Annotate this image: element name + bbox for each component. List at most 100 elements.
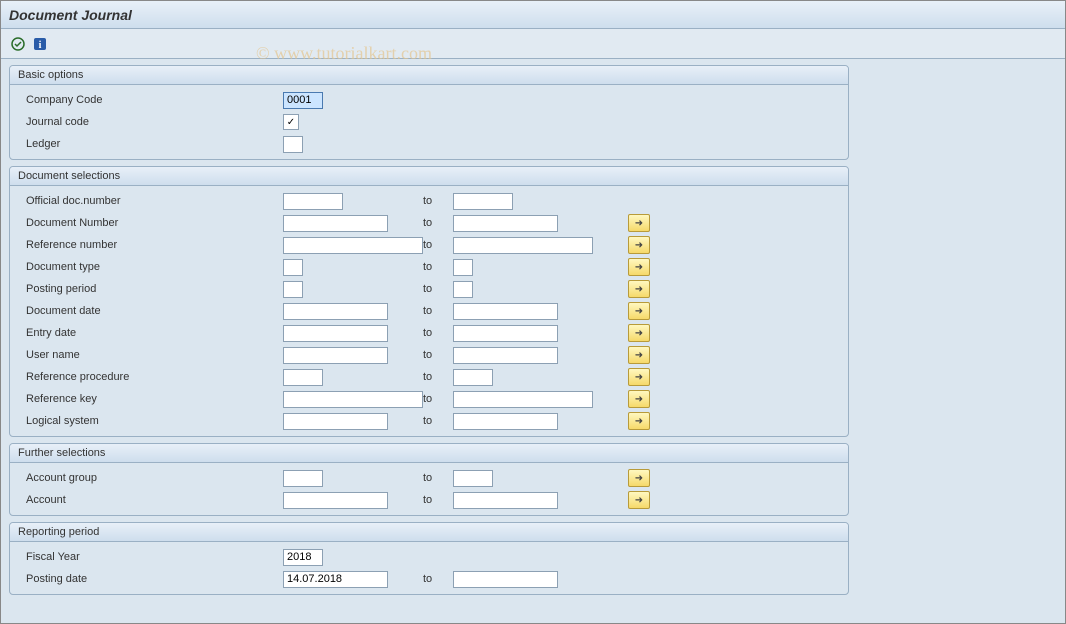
account-group-to-input[interactable] <box>453 470 493 487</box>
panel-header-reporting: Reporting period <box>10 523 848 542</box>
account-multi-button[interactable] <box>628 491 650 509</box>
label-doc-number: Document Number <box>18 217 283 229</box>
label-user-name: User name <box>18 349 283 361</box>
row-doc-number: Document Number to <box>18 212 840 234</box>
row-official-doc: Official doc.number to <box>18 190 840 212</box>
ref-key-from-input[interactable] <box>283 391 423 408</box>
doc-number-multi-button[interactable] <box>628 214 650 232</box>
row-posting-date: Posting date to <box>18 568 840 590</box>
row-doc-type: Document type to <box>18 256 840 278</box>
row-journal-code: Journal code ✓ <box>18 111 840 133</box>
doc-date-to-input[interactable] <box>453 303 558 320</box>
to-label: to <box>423 217 453 229</box>
doc-type-to-input[interactable] <box>453 259 473 276</box>
posting-period-multi-button[interactable] <box>628 280 650 298</box>
user-name-from-input[interactable] <box>283 347 388 364</box>
panel-document-selections: Document selections Official doc.number … <box>9 166 849 437</box>
row-fiscal-year: Fiscal Year <box>18 546 840 568</box>
doc-number-from-input[interactable] <box>283 215 388 232</box>
title-bar: Document Journal <box>1 1 1065 29</box>
execute-icon[interactable] <box>9 35 27 53</box>
label-account-group: Account group <box>18 472 283 484</box>
to-label: to <box>423 472 453 484</box>
label-doc-date: Document date <box>18 305 283 317</box>
ref-number-to-input[interactable] <box>453 237 593 254</box>
row-account-group: Account group to <box>18 467 840 489</box>
to-label: to <box>423 283 453 295</box>
row-logical-system: Logical system to <box>18 410 840 432</box>
official-doc-to-input[interactable] <box>453 193 513 210</box>
row-doc-date: Document date to <box>18 300 840 322</box>
ref-procedure-from-input[interactable] <box>283 369 323 386</box>
to-label: to <box>423 327 453 339</box>
row-entry-date: Entry date to <box>18 322 840 344</box>
to-label: to <box>423 195 453 207</box>
page-title: Document Journal <box>9 7 132 23</box>
ledger-input[interactable] <box>283 136 303 153</box>
posting-date-from-input[interactable] <box>283 571 388 588</box>
panel-header-further: Further selections <box>10 444 848 463</box>
ref-key-to-input[interactable] <box>453 391 593 408</box>
panel-header-basic: Basic options <box>10 66 848 85</box>
label-fiscal-year: Fiscal Year <box>18 551 283 563</box>
to-label: to <box>423 261 453 273</box>
doc-type-multi-button[interactable] <box>628 258 650 276</box>
doc-number-to-input[interactable] <box>453 215 558 232</box>
posting-period-from-input[interactable] <box>283 281 303 298</box>
user-name-multi-button[interactable] <box>628 346 650 364</box>
ref-procedure-to-input[interactable] <box>453 369 493 386</box>
entry-date-multi-button[interactable] <box>628 324 650 342</box>
label-ledger: Ledger <box>18 138 283 150</box>
panel-further-selections: Further selections Account group to Acco… <box>9 443 849 516</box>
row-posting-period: Posting period to <box>18 278 840 300</box>
row-ref-number: Reference number to <box>18 234 840 256</box>
ref-key-multi-button[interactable] <box>628 390 650 408</box>
label-journal-code: Journal code <box>18 116 283 128</box>
account-group-multi-button[interactable] <box>628 469 650 487</box>
row-user-name: User name to <box>18 344 840 366</box>
row-ref-key: Reference key to <box>18 388 840 410</box>
doc-date-from-input[interactable] <box>283 303 388 320</box>
to-label: to <box>423 349 453 361</box>
row-company-code: Company Code <box>18 89 840 111</box>
posting-date-to-input[interactable] <box>453 571 558 588</box>
logical-system-multi-button[interactable] <box>628 412 650 430</box>
label-company-code: Company Code <box>18 94 283 106</box>
panel-reporting-period: Reporting period Fiscal Year Posting dat… <box>9 522 849 595</box>
account-from-input[interactable] <box>283 492 388 509</box>
info-icon[interactable]: i <box>31 35 49 53</box>
row-ref-procedure: Reference procedure to <box>18 366 840 388</box>
toolbar: i <box>1 29 1065 59</box>
account-group-from-input[interactable] <box>283 470 323 487</box>
svg-text:i: i <box>39 40 42 51</box>
user-name-to-input[interactable] <box>453 347 558 364</box>
ref-number-multi-button[interactable] <box>628 236 650 254</box>
fiscal-year-input[interactable] <box>283 549 323 566</box>
panel-basic-options: Basic options Company Code Journal code … <box>9 65 849 160</box>
to-label: to <box>423 305 453 317</box>
panel-header-docsel: Document selections <box>10 167 848 186</box>
journal-code-checkbox[interactable]: ✓ <box>283 114 299 130</box>
doc-type-from-input[interactable] <box>283 259 303 276</box>
ref-procedure-multi-button[interactable] <box>628 368 650 386</box>
to-label: to <box>423 393 453 405</box>
label-entry-date: Entry date <box>18 327 283 339</box>
label-posting-date: Posting date <box>18 573 283 585</box>
account-to-input[interactable] <box>453 492 558 509</box>
entry-date-to-input[interactable] <box>453 325 558 342</box>
official-doc-from-input[interactable] <box>283 193 343 210</box>
to-label: to <box>423 573 453 585</box>
doc-date-multi-button[interactable] <box>628 302 650 320</box>
label-ref-procedure: Reference procedure <box>18 371 283 383</box>
logical-system-to-input[interactable] <box>453 413 558 430</box>
label-logical-system: Logical system <box>18 415 283 427</box>
logical-system-from-input[interactable] <box>283 413 388 430</box>
content-area: Basic options Company Code Journal code … <box>1 59 1065 601</box>
entry-date-from-input[interactable] <box>283 325 388 342</box>
ref-number-from-input[interactable] <box>283 237 423 254</box>
company-code-input[interactable] <box>283 92 323 109</box>
to-label: to <box>423 239 453 251</box>
label-account: Account <box>18 494 283 506</box>
label-doc-type: Document type <box>18 261 283 273</box>
posting-period-to-input[interactable] <box>453 281 473 298</box>
